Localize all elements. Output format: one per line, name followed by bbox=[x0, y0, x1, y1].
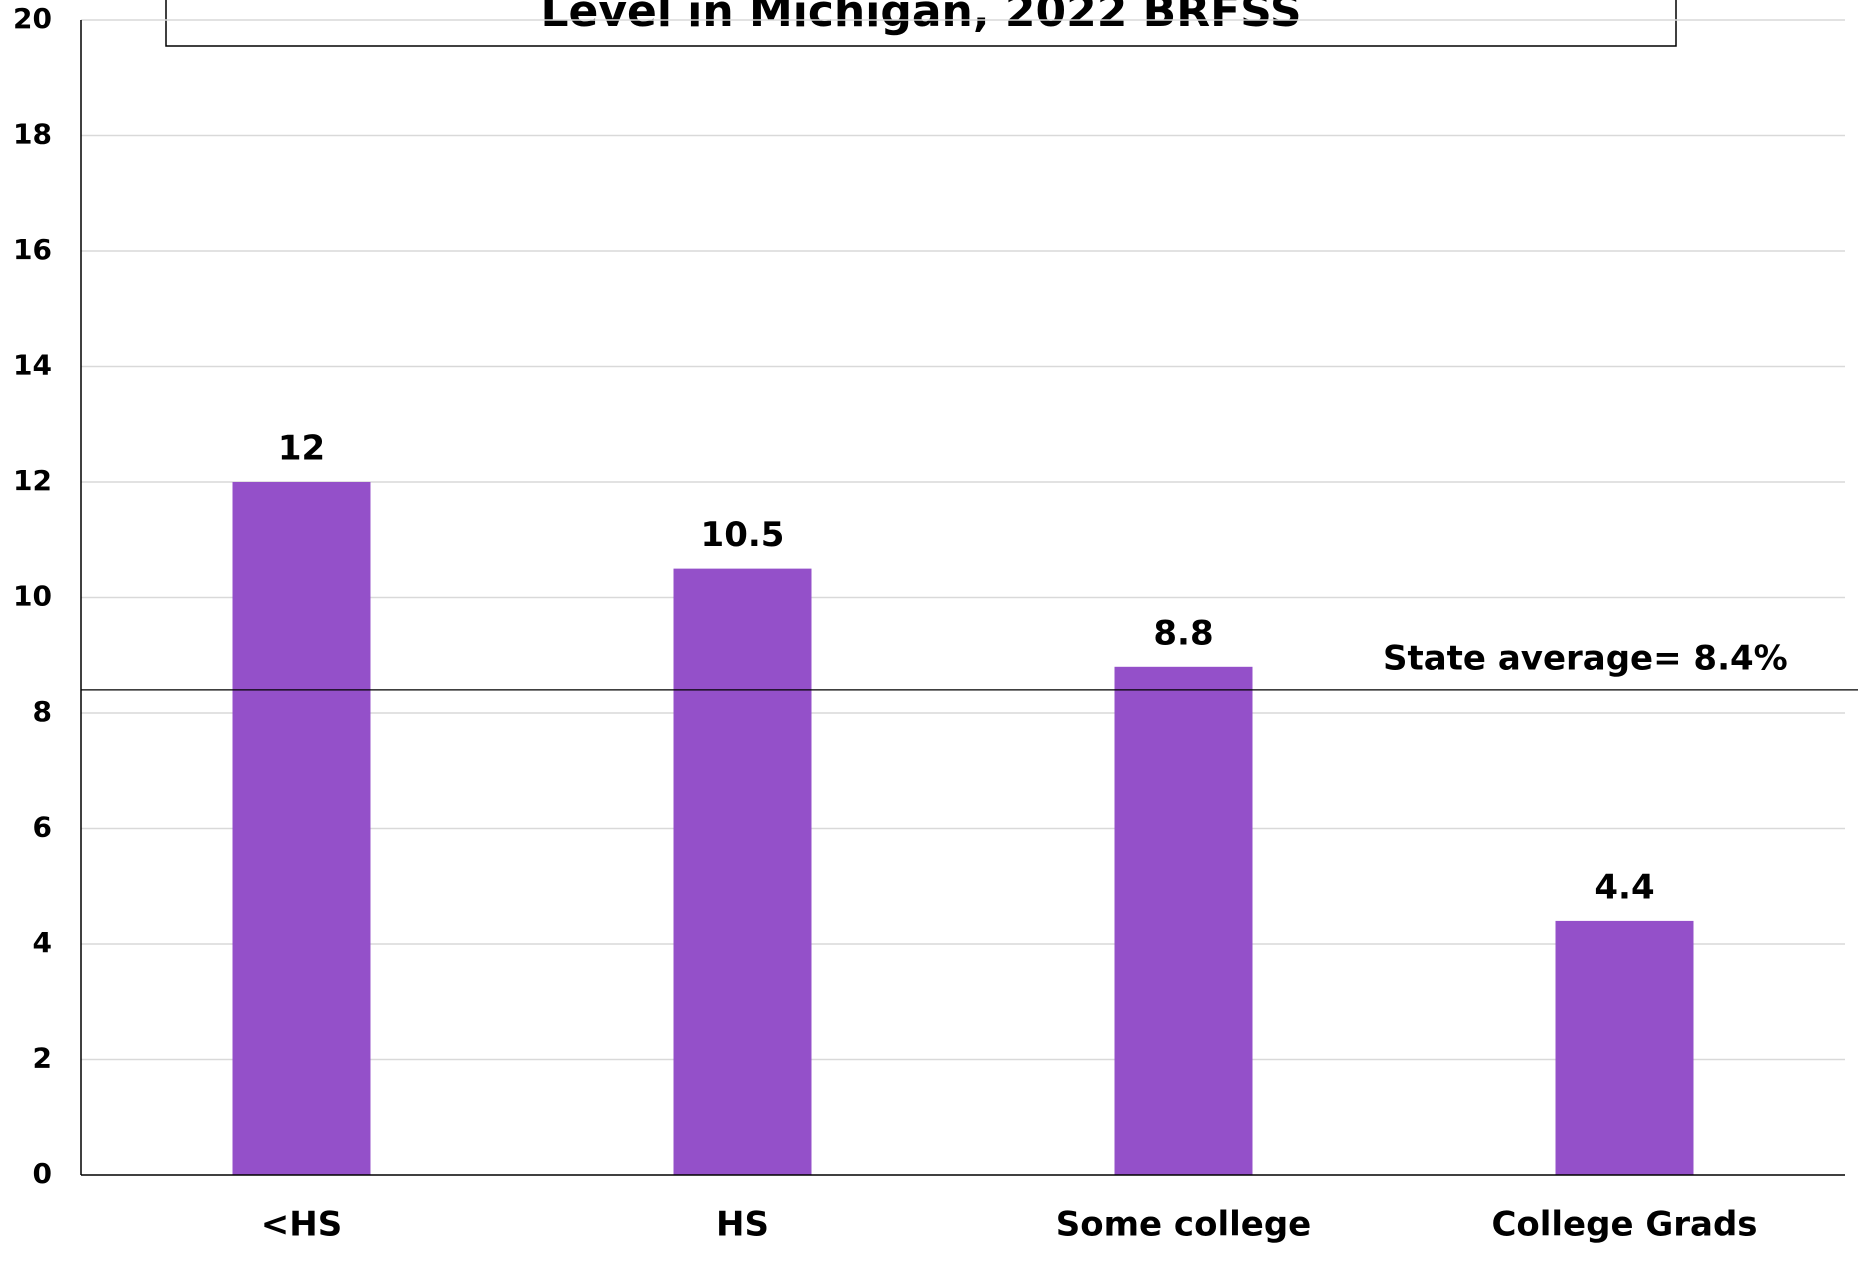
x-tick-label: Some college bbox=[1056, 1205, 1311, 1245]
value-label: 8.8 bbox=[1153, 613, 1213, 653]
bar bbox=[1114, 666, 1253, 1175]
y-tick-label: 16 bbox=[13, 233, 52, 266]
y-tick-label: 2 bbox=[33, 1042, 52, 1075]
y-tick-label: 20 bbox=[13, 2, 52, 35]
x-tick-label: College Grads bbox=[1491, 1205, 1757, 1245]
y-tick-label: 14 bbox=[13, 349, 52, 382]
value-label: 4.4 bbox=[1594, 867, 1654, 907]
title-box bbox=[165, 0, 1677, 47]
bar bbox=[232, 482, 371, 1175]
x-tick-label: <HS bbox=[261, 1205, 342, 1245]
y-tick-label: 18 bbox=[13, 118, 52, 151]
y-tick-label: 10 bbox=[13, 580, 52, 613]
y-tick-label: 0 bbox=[33, 1157, 52, 1190]
y-tick-label: 8 bbox=[33, 695, 52, 728]
y-tick-label: 6 bbox=[33, 811, 52, 844]
y-tick-label: 4 bbox=[33, 926, 52, 959]
value-label: 10.5 bbox=[701, 515, 785, 555]
y-tick-label: 12 bbox=[13, 464, 52, 497]
reference-label: State average= 8.4% bbox=[1383, 638, 1788, 678]
bar bbox=[673, 568, 812, 1175]
bar bbox=[1555, 920, 1694, 1175]
value-label: 12 bbox=[278, 429, 325, 469]
chart-title: Level in Michigan, 2022 BRFSS bbox=[540, 0, 1301, 37]
x-tick-label: HS bbox=[716, 1205, 769, 1245]
